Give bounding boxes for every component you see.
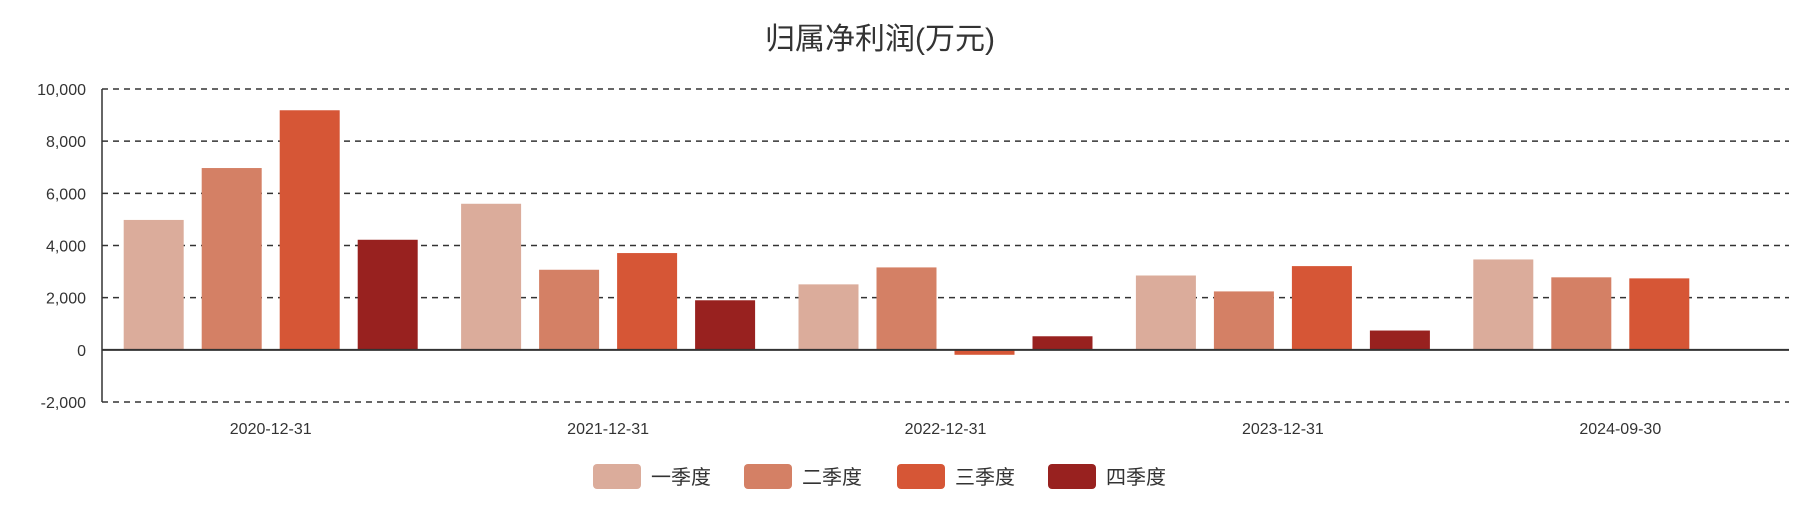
bar-3-2022-12-31 xyxy=(954,349,1015,355)
legend-swatch xyxy=(593,464,641,489)
legend-label: 四季度 xyxy=(1106,466,1166,489)
bar-4-2023-12-31 xyxy=(1369,330,1430,350)
y-tick-label: 8,000 xyxy=(46,134,86,151)
bar-3-2021-12-31 xyxy=(617,253,678,350)
y-tick-label: 10,000 xyxy=(37,82,86,99)
legend-item-2[interactable]: 二季度 xyxy=(744,464,862,489)
bar-1-2022-12-31 xyxy=(798,284,859,350)
bar-1-2020-12-31 xyxy=(123,219,184,350)
x-tick-label: 2023-12-31 xyxy=(1242,421,1324,438)
y-tick-label: -2,000 xyxy=(41,395,86,412)
legend-swatch xyxy=(897,464,945,489)
legend-label: 一季度 xyxy=(651,466,711,489)
legend-swatch xyxy=(1048,464,1096,489)
legend-swatch xyxy=(744,464,792,489)
bar-4-2021-12-31 xyxy=(695,300,756,350)
x-tick-label: 2021-12-31 xyxy=(567,421,649,438)
legend-label: 二季度 xyxy=(802,466,862,489)
y-tick-label: 0 xyxy=(77,343,86,360)
y-tick-label: 4,000 xyxy=(46,239,86,256)
legend-item-3[interactable]: 三季度 xyxy=(897,464,1015,489)
bar-2-2021-12-31 xyxy=(539,269,600,350)
bar-3-2020-12-31 xyxy=(279,110,340,350)
legend-item-4[interactable]: 四季度 xyxy=(1048,464,1166,489)
legend-label: 三季度 xyxy=(955,466,1015,489)
bar-1-2023-12-31 xyxy=(1135,275,1196,350)
bar-2-2020-12-31 xyxy=(201,168,262,350)
bar-4-2020-12-31 xyxy=(357,239,418,350)
bar-3-2023-12-31 xyxy=(1291,266,1352,350)
y-tick-label: 6,000 xyxy=(46,186,86,203)
y-tick-label: 2,000 xyxy=(46,291,86,308)
legend-item-1[interactable]: 一季度 xyxy=(593,464,711,489)
x-tick-label: 2022-12-31 xyxy=(905,421,987,438)
x-tick-label: 2024-09-30 xyxy=(1579,421,1661,438)
x-tick-label: 2020-12-31 xyxy=(230,421,312,438)
bar-1-2021-12-31 xyxy=(461,203,522,350)
bar-2-2022-12-31 xyxy=(876,267,937,350)
bar-3-2024-09-30 xyxy=(1629,278,1690,350)
chart-title: 归属净利润(万元) xyxy=(765,23,995,56)
bar-2-2023-12-31 xyxy=(1213,291,1274,350)
bar-2-2024-09-30 xyxy=(1551,277,1612,350)
bar-1-2024-09-30 xyxy=(1473,259,1534,350)
bar-4-2022-12-31 xyxy=(1032,336,1093,350)
